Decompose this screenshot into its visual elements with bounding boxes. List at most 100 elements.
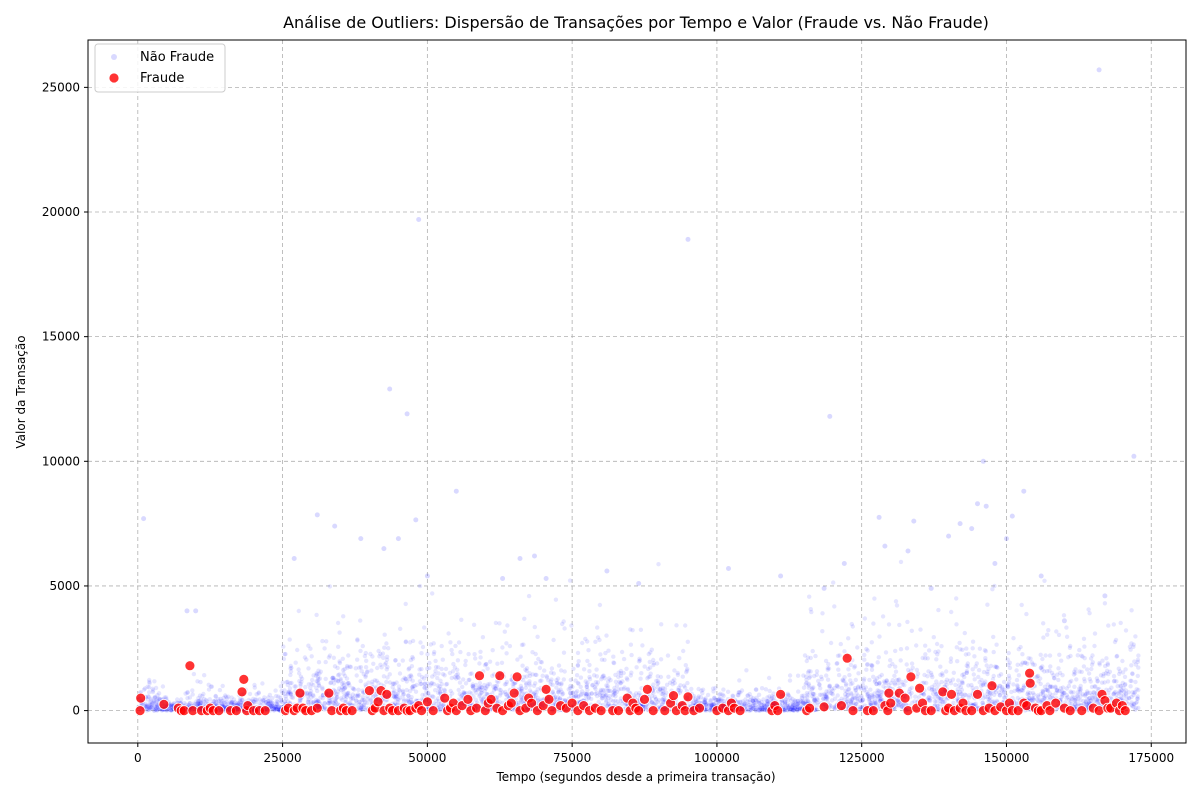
non-fraud-point (922, 672, 927, 678)
non-fraud-point (1019, 602, 1024, 608)
non-fraud-point (608, 688, 613, 694)
non-fraud-point (407, 688, 413, 694)
non-fraud-point (419, 651, 424, 656)
non-fraud-point (288, 672, 293, 678)
non-fraud-point (291, 556, 297, 561)
non-fraud-point (874, 676, 880, 681)
non-fraud-point (471, 622, 477, 627)
non-fraud-point (361, 695, 366, 700)
non-fraud-point (268, 704, 274, 709)
non-fraud-point (869, 662, 874, 668)
non-fraud-point (1082, 679, 1087, 684)
non-fraud-point (1056, 666, 1061, 671)
non-fraud-point (576, 659, 581, 664)
non-fraud-point (719, 697, 724, 702)
non-fraud-point (430, 674, 435, 679)
non-fraud-point (223, 693, 228, 698)
non-fraud-point (533, 661, 539, 666)
non-fraud-point (603, 650, 608, 656)
non-fraud-point (218, 698, 224, 704)
non-fraud-point (557, 696, 562, 701)
non-fraud-point (602, 688, 607, 693)
non-fraud-point (1050, 693, 1055, 698)
non-fraud-point (424, 689, 429, 694)
non-fraud-point (359, 706, 364, 711)
non-fraud-point (401, 698, 407, 704)
non-fraud-point (431, 641, 436, 646)
non-fraud-point (482, 688, 487, 694)
non-fraud-point (397, 688, 402, 693)
non-fraud-point (658, 674, 664, 680)
non-fraud-point (332, 664, 338, 669)
non-fraud-point (743, 701, 748, 707)
non-fraud-point (763, 687, 769, 692)
non-fraud-point (271, 706, 276, 711)
non-fraud-point (625, 687, 630, 692)
non-fraud-point (407, 674, 412, 679)
non-fraud-point (661, 690, 666, 695)
fraud-point (184, 660, 196, 672)
non-fraud-point (592, 685, 597, 690)
non-fraud-point (1043, 653, 1048, 658)
non-fraud-point (1059, 658, 1064, 663)
non-fraud-point (348, 696, 354, 701)
non-fraud-point (409, 699, 414, 705)
non-fraud-point (298, 674, 304, 679)
non-fraud-point (576, 694, 581, 700)
non-fraud-point (1028, 690, 1033, 696)
non-fraud-point (650, 700, 655, 705)
non-fraud-point (404, 699, 409, 704)
non-fraud-point (377, 654, 382, 659)
non-fraud-point (575, 662, 581, 668)
non-fraud-point (839, 685, 845, 691)
non-fraud-point (436, 671, 441, 676)
non-fraud-point (311, 693, 316, 699)
x-tick-label: 50000 (408, 751, 446, 765)
non-fraud-point (422, 625, 427, 630)
non-fraud-point (984, 663, 989, 668)
non-fraud-point (706, 703, 711, 708)
non-fraud-point (876, 655, 881, 660)
non-fraud-point (391, 690, 396, 695)
non-fraud-point (153, 685, 159, 691)
non-fraud-point (757, 707, 762, 712)
non-fraud-point (811, 685, 816, 690)
non-fraud-point (817, 692, 823, 697)
non-fraud-point (672, 680, 677, 686)
non-fraud-point (168, 708, 173, 713)
non-fraud-point (479, 690, 484, 696)
non-fraud-point (619, 649, 625, 655)
non-fraud-point (384, 641, 389, 646)
non-fraud-point (344, 692, 350, 697)
non-fraud-point (358, 706, 363, 711)
non-fraud-point (420, 692, 425, 698)
non-fraud-point (576, 693, 581, 699)
non-fraud-point (949, 609, 954, 615)
non-fraud-point (470, 682, 475, 687)
non-fraud-point (356, 700, 362, 705)
non-fraud-point (261, 698, 266, 704)
non-fraud-point (410, 678, 415, 683)
non-fraud-point (1079, 669, 1084, 675)
non-fraud-point (751, 702, 756, 707)
non-fraud-point (676, 685, 681, 690)
non-fraud-point (862, 616, 868, 621)
non-fraud-point (216, 699, 221, 704)
non-fraud-point (808, 607, 813, 612)
non-fraud-point (765, 698, 770, 704)
non-fraud-point (1001, 695, 1007, 700)
non-fraud-point (207, 697, 212, 702)
non-fraud-point (422, 681, 427, 687)
non-fraud-point (316, 668, 321, 673)
non-fraud-point (898, 559, 904, 565)
non-fraud-point (584, 684, 589, 689)
non-fraud-point (187, 701, 192, 706)
non-fraud-point (254, 692, 259, 697)
non-fraud-point (433, 664, 439, 670)
non-fraud-point (756, 692, 762, 697)
non-fraud-point (458, 649, 463, 655)
non-fraud-point (992, 664, 998, 669)
non-fraud-point (269, 704, 274, 709)
non-fraud-point (672, 677, 677, 682)
non-fraud-point (651, 657, 656, 663)
